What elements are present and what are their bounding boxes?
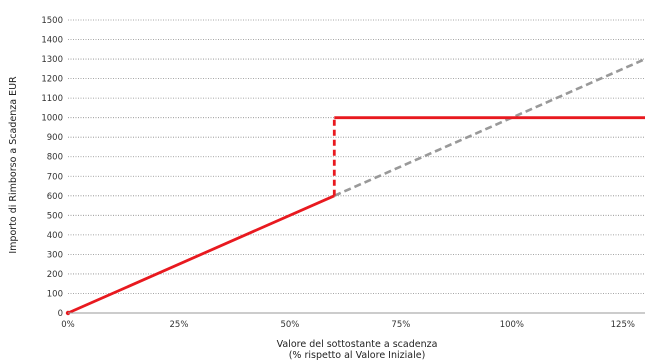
y-tick-label: 800 [47, 153, 63, 163]
x-tick-label: 75% [391, 320, 410, 330]
y-tick-label: 300 [47, 250, 63, 260]
y-tick-label: 500 [47, 211, 63, 221]
y-tick-label: 1300 [41, 55, 63, 65]
y-tick-label: 600 [47, 192, 63, 202]
grid-lines [68, 19, 645, 294]
y-axis-title: Importo di Rimborso a Scadenza EUR [8, 76, 19, 254]
y-tick-label: 100 [47, 289, 63, 299]
y-tick-label: 1400 [41, 36, 63, 46]
redemption-amount-line [67, 194, 335, 315]
y-tick-label: 0 [58, 309, 63, 319]
x-tick-label: 50% [280, 320, 299, 330]
underlying-performance-line [333, 57, 645, 197]
y-tick-label: 900 [47, 133, 63, 143]
x-tick-label: 25% [170, 320, 189, 330]
y-tick-label: 200 [47, 270, 63, 280]
series-lines [65, 57, 645, 316]
y-tick-label: 700 [47, 172, 63, 182]
x-tick-label: 125% [611, 320, 635, 330]
y-tick-label: 400 [47, 231, 63, 241]
y-tick-label: 1200 [41, 75, 63, 85]
tick-labels: 0 100 200 300 400 500 600 700 800 900 1000 1100 1200… [41, 16, 635, 330]
x-tick-label: 0% [61, 320, 75, 330]
x-tick-label: 100% [500, 320, 524, 330]
x-axis-title-line1: Valore del sottostante a scadenza [277, 339, 438, 350]
y-tick-label: 1500 [41, 16, 63, 26]
x-axis-title-line2: (% rispetto al Valore Iniziale) [289, 350, 426, 361]
y-tick-label: 1000 [41, 114, 63, 124]
y-tick-label: 1100 [41, 94, 63, 104]
